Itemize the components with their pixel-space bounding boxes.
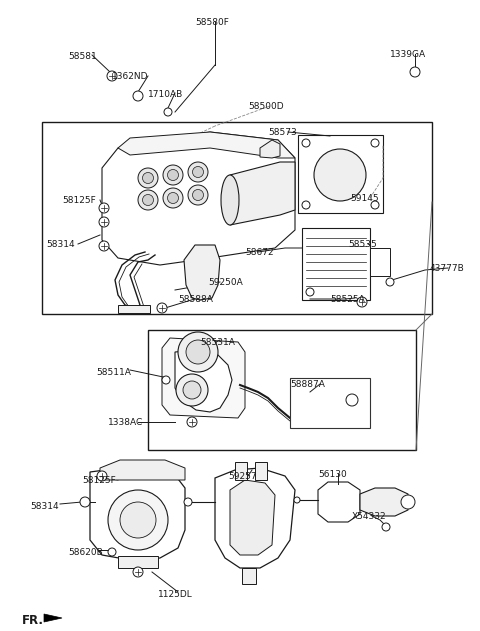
Circle shape [401, 495, 415, 509]
Polygon shape [100, 460, 185, 480]
Circle shape [138, 190, 158, 210]
Polygon shape [230, 480, 275, 555]
Polygon shape [102, 132, 295, 265]
Circle shape [186, 340, 210, 364]
Text: 58581: 58581 [68, 52, 97, 61]
Circle shape [410, 67, 420, 77]
Text: X54332: X54332 [352, 512, 386, 521]
Circle shape [371, 201, 379, 209]
Text: FR.: FR. [22, 614, 44, 627]
Polygon shape [118, 132, 295, 158]
Bar [290, 378, 370, 428]
Polygon shape [162, 338, 245, 418]
Text: 56130: 56130 [318, 470, 347, 479]
Circle shape [99, 217, 109, 227]
Polygon shape [90, 468, 185, 560]
Text: 58573: 58573 [268, 128, 297, 137]
Text: 59145: 59145 [350, 194, 379, 203]
Bar [242, 568, 256, 584]
Text: 1338AC: 1338AC [108, 418, 143, 427]
Circle shape [120, 502, 156, 538]
Circle shape [371, 139, 379, 147]
Circle shape [176, 374, 208, 406]
Text: 58535: 58535 [348, 240, 377, 249]
Circle shape [163, 165, 183, 185]
Text: 58580F: 58580F [195, 18, 229, 27]
Circle shape [184, 498, 192, 506]
Text: 58500D: 58500D [248, 102, 284, 111]
Text: 58314: 58314 [30, 502, 59, 511]
Bar [42, 122, 432, 314]
Circle shape [168, 192, 179, 204]
Circle shape [178, 332, 218, 372]
Circle shape [163, 188, 183, 208]
Text: 58588A: 58588A [178, 295, 213, 304]
Circle shape [133, 567, 143, 577]
Text: 1125DL: 1125DL [158, 590, 193, 599]
Circle shape [302, 201, 310, 209]
Circle shape [157, 303, 167, 313]
Circle shape [143, 172, 154, 184]
Polygon shape [184, 245, 220, 300]
Polygon shape [175, 350, 232, 412]
Polygon shape [360, 488, 408, 516]
Text: 58887A: 58887A [290, 380, 325, 389]
Circle shape [294, 497, 300, 503]
Text: 58531A: 58531A [200, 338, 235, 347]
Circle shape [183, 381, 201, 399]
Circle shape [108, 548, 116, 556]
Circle shape [192, 189, 204, 201]
Bar [302, 228, 370, 300]
Text: 59250A: 59250A [208, 278, 243, 287]
Circle shape [188, 185, 208, 205]
Circle shape [382, 523, 390, 531]
Circle shape [188, 162, 208, 182]
Bar [298, 135, 383, 213]
Circle shape [302, 139, 310, 147]
Text: 58525A: 58525A [330, 295, 365, 304]
Text: 58125F: 58125F [82, 476, 116, 485]
Circle shape [386, 278, 394, 286]
Circle shape [99, 203, 109, 213]
Text: 58511A: 58511A [96, 368, 131, 377]
Text: 1339GA: 1339GA [390, 50, 426, 59]
Bar [118, 556, 158, 568]
Circle shape [133, 91, 143, 101]
Circle shape [138, 168, 158, 188]
Circle shape [99, 241, 109, 251]
Text: 1362ND: 1362ND [112, 72, 148, 81]
Polygon shape [230, 162, 295, 225]
Text: 58314: 58314 [46, 240, 74, 249]
Circle shape [162, 376, 170, 384]
Circle shape [168, 170, 179, 180]
Circle shape [192, 167, 204, 177]
Circle shape [97, 471, 107, 481]
Circle shape [187, 417, 197, 427]
Polygon shape [318, 482, 360, 522]
Bar [148, 330, 416, 450]
Circle shape [108, 490, 168, 550]
Bar [235, 462, 247, 480]
Polygon shape [260, 140, 280, 158]
Text: 1710AB: 1710AB [148, 90, 183, 99]
Text: 58672: 58672 [245, 248, 274, 257]
Circle shape [107, 71, 117, 81]
Circle shape [306, 288, 314, 296]
Text: 59257: 59257 [228, 472, 257, 481]
Circle shape [80, 497, 90, 507]
Circle shape [164, 108, 172, 116]
Text: 58125F: 58125F [62, 196, 96, 205]
Polygon shape [44, 614, 62, 622]
Circle shape [346, 394, 358, 406]
Bar [370, 248, 390, 276]
Text: 43777B: 43777B [430, 264, 465, 273]
Bar [255, 462, 267, 480]
Text: 58620B: 58620B [68, 548, 103, 557]
Ellipse shape [221, 175, 239, 225]
Bar [118, 305, 150, 313]
Circle shape [314, 149, 366, 201]
Circle shape [357, 297, 367, 307]
Circle shape [143, 194, 154, 206]
Polygon shape [215, 468, 295, 568]
